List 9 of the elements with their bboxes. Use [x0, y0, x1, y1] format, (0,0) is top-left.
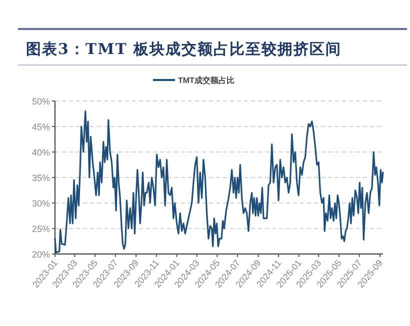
- legend-label: TMT成交额占比: [178, 75, 234, 85]
- y-tick-label: 30%: [32, 198, 50, 208]
- y-tick-label: 40%: [32, 148, 50, 158]
- y-tick-label: 50%: [32, 96, 50, 106]
- y-tick-label: 25%: [32, 224, 50, 234]
- chart-title: 图表3：TMT 板块成交额占比至较拥挤区间: [26, 40, 342, 58]
- y-tick-label: 45%: [32, 122, 50, 132]
- y-tick-label: 35%: [32, 173, 50, 183]
- y-tick-label: 20%: [32, 250, 50, 260]
